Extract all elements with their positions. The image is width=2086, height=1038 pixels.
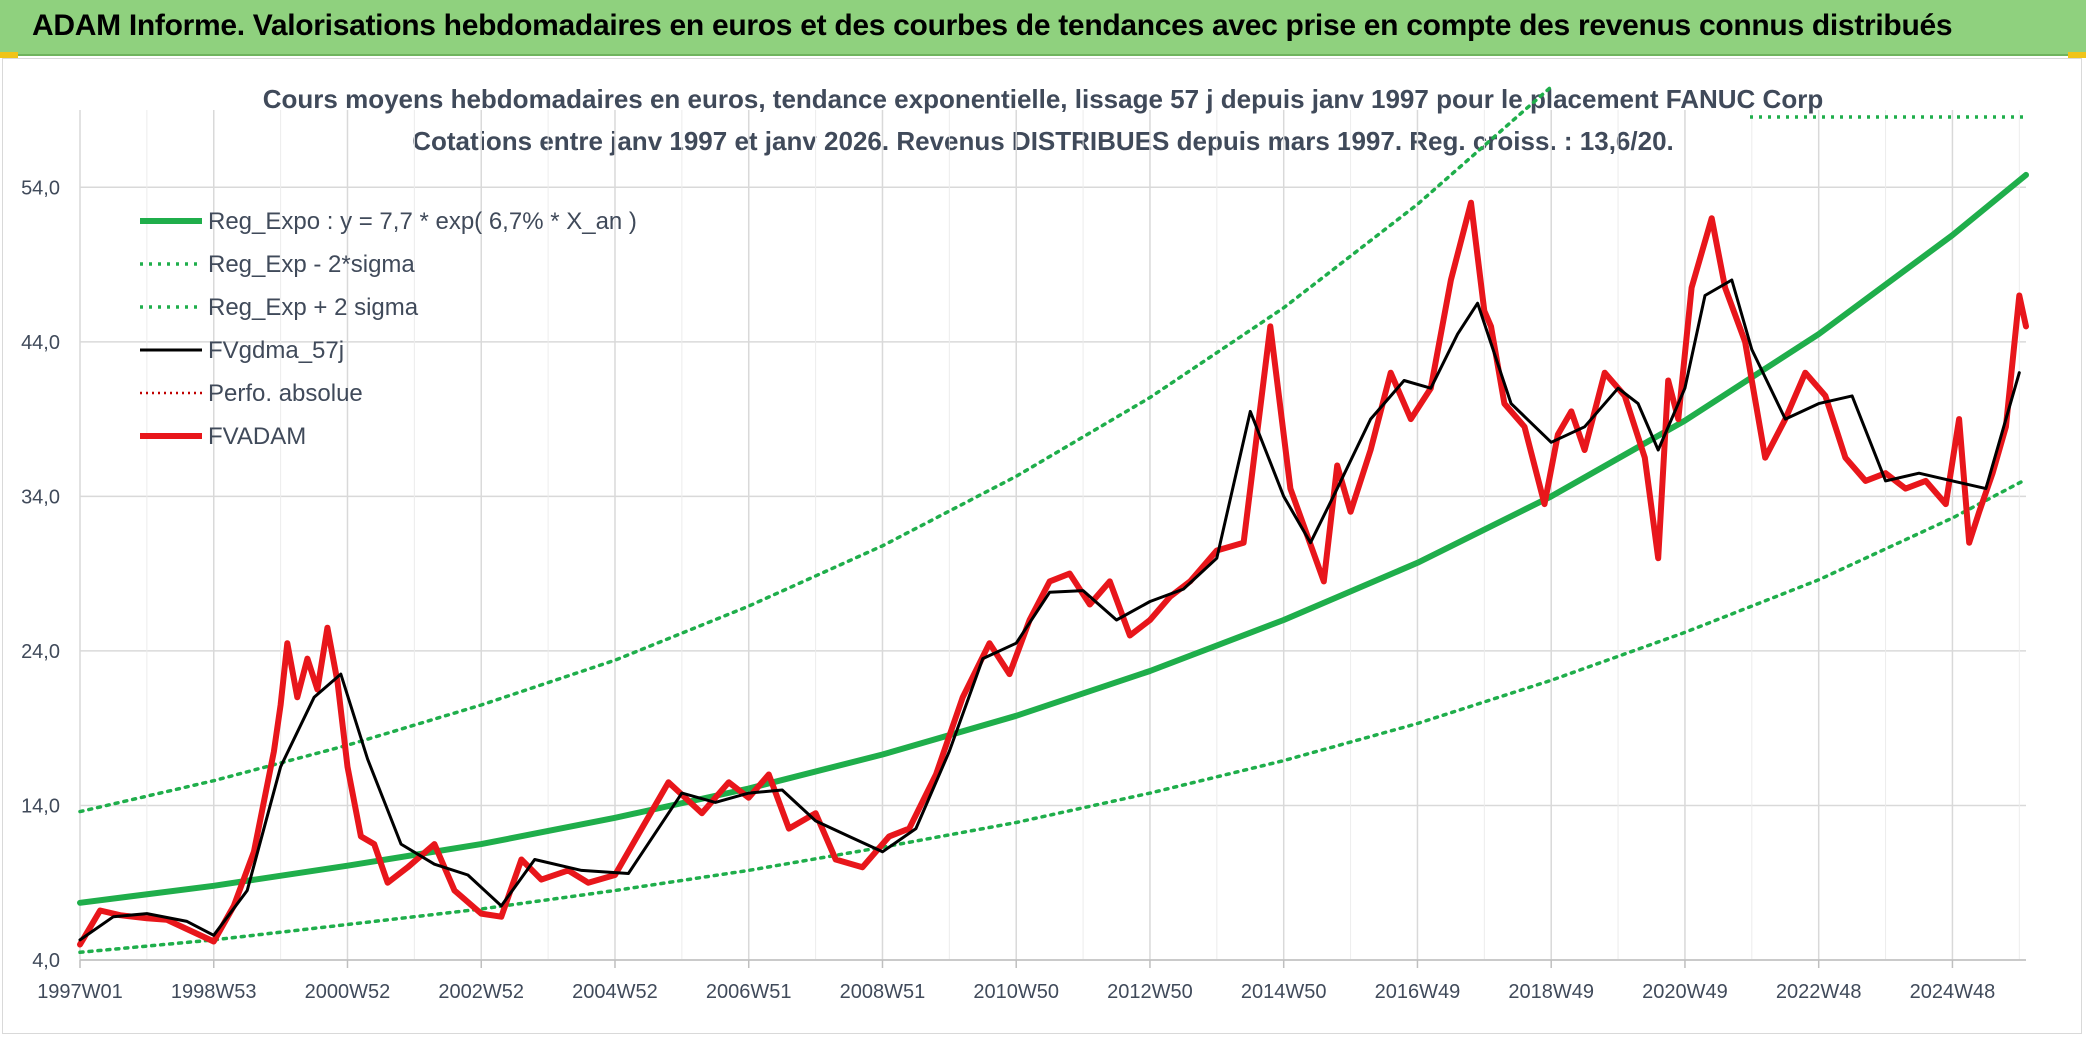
series-reg-exp-2-sigma-line [78, 477, 2028, 955]
report-banner: ADAM Informe. Valorisations hebdomadaire… [0, 0, 2086, 56]
y-tick-label: 24,0 [21, 641, 60, 663]
chart-frame [2, 58, 2082, 1034]
x-tick-label: 2016W49 [1375, 981, 1461, 1003]
chart-subtitle: Cotations entre janv 1997 et janv 2026. … [412, 126, 1674, 156]
series-reg-exp-2-sigma-line [78, 85, 1553, 814]
report-title: ADAM Informe. Valorisations hebdomadaire… [32, 9, 1953, 42]
banner-corner-left [0, 52, 18, 58]
x-tick-label: 2018W49 [1508, 981, 1594, 1003]
x-tick-label: 2010W50 [973, 981, 1059, 1003]
x-tick-label: 2014W50 [1241, 981, 1327, 1003]
chart-title: Cours moyens hebdomadaires en euros, ten… [262, 84, 1824, 114]
y-tick-label: 44,0 [21, 332, 60, 354]
y-tick-label: 4,0 [32, 950, 60, 972]
legend-label: FVgdma_57j [208, 337, 344, 364]
x-tick-label: 2004W52 [572, 981, 658, 1003]
series-fvadam-line [77, 199, 2029, 948]
x-tick-label: 1998W53 [171, 981, 257, 1003]
x-axis-tick-labels: 1997W01 1998W53 2000W52 2002W52 2004W52 2006W… [37, 981, 1995, 1003]
banner-corner-right [2068, 52, 2086, 58]
legend-label: Reg_Expo : y = 7,7 * exp( 6,7% * X_an ) [208, 208, 637, 235]
x-tick-label: 2000W52 [305, 981, 391, 1003]
x-tick-label: 2022W48 [1776, 981, 1862, 1003]
chart-legend: Reg_Expo : y = 7,7 * exp( 6,7% * X_an ) R… [140, 208, 637, 450]
x-tick-label: 2002W52 [438, 981, 524, 1003]
x-tick-label: 2008W51 [840, 981, 926, 1003]
line-chart: 4,0 14,0 24,0 34,0 44,0 54,0 1997W01 1998W53 20… [21, 85, 2029, 1003]
y-tick-label: 14,0 [21, 795, 60, 817]
legend-label: Reg_Exp + 2 sigma [208, 294, 419, 321]
x-tick-label: 1997W01 [37, 981, 123, 1003]
legend-label: Reg_Exp - 2*sigma [208, 251, 415, 278]
y-tick-label: 54,0 [21, 177, 60, 199]
x-tick-label: 2012W50 [1107, 981, 1193, 1003]
y-tick-label: 34,0 [21, 486, 60, 508]
legend-label: Perfo. absolue [208, 380, 363, 407]
x-tick-label: 2020W49 [1642, 981, 1728, 1003]
legend-label: FVADAM [208, 423, 306, 450]
x-tick-label: 2024W48 [1910, 981, 1996, 1003]
x-tick-label: 2006W51 [706, 981, 792, 1003]
y-axis-tick-labels: 4,0 14,0 24,0 34,0 44,0 54,0 [21, 177, 60, 972]
chart-series [77, 85, 2029, 955]
chart-gridlines [79, 110, 2026, 968]
series-fvgdma-57j-line [78, 278, 2021, 942]
